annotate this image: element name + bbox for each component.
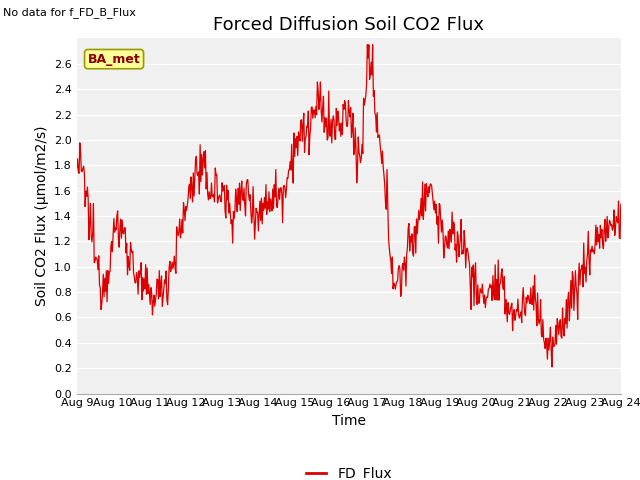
Y-axis label: Soil CO2 Flux (μmol/m2/s): Soil CO2 Flux (μmol/m2/s) — [35, 126, 49, 306]
Title: Forced Diffusion Soil CO2 Flux: Forced Diffusion Soil CO2 Flux — [213, 16, 484, 34]
Text: BA_met: BA_met — [88, 53, 140, 66]
X-axis label: Time: Time — [332, 414, 366, 428]
Text: No data for f_FD_B_Flux: No data for f_FD_B_Flux — [3, 7, 136, 18]
Legend: FD_Flux: FD_Flux — [300, 461, 397, 480]
